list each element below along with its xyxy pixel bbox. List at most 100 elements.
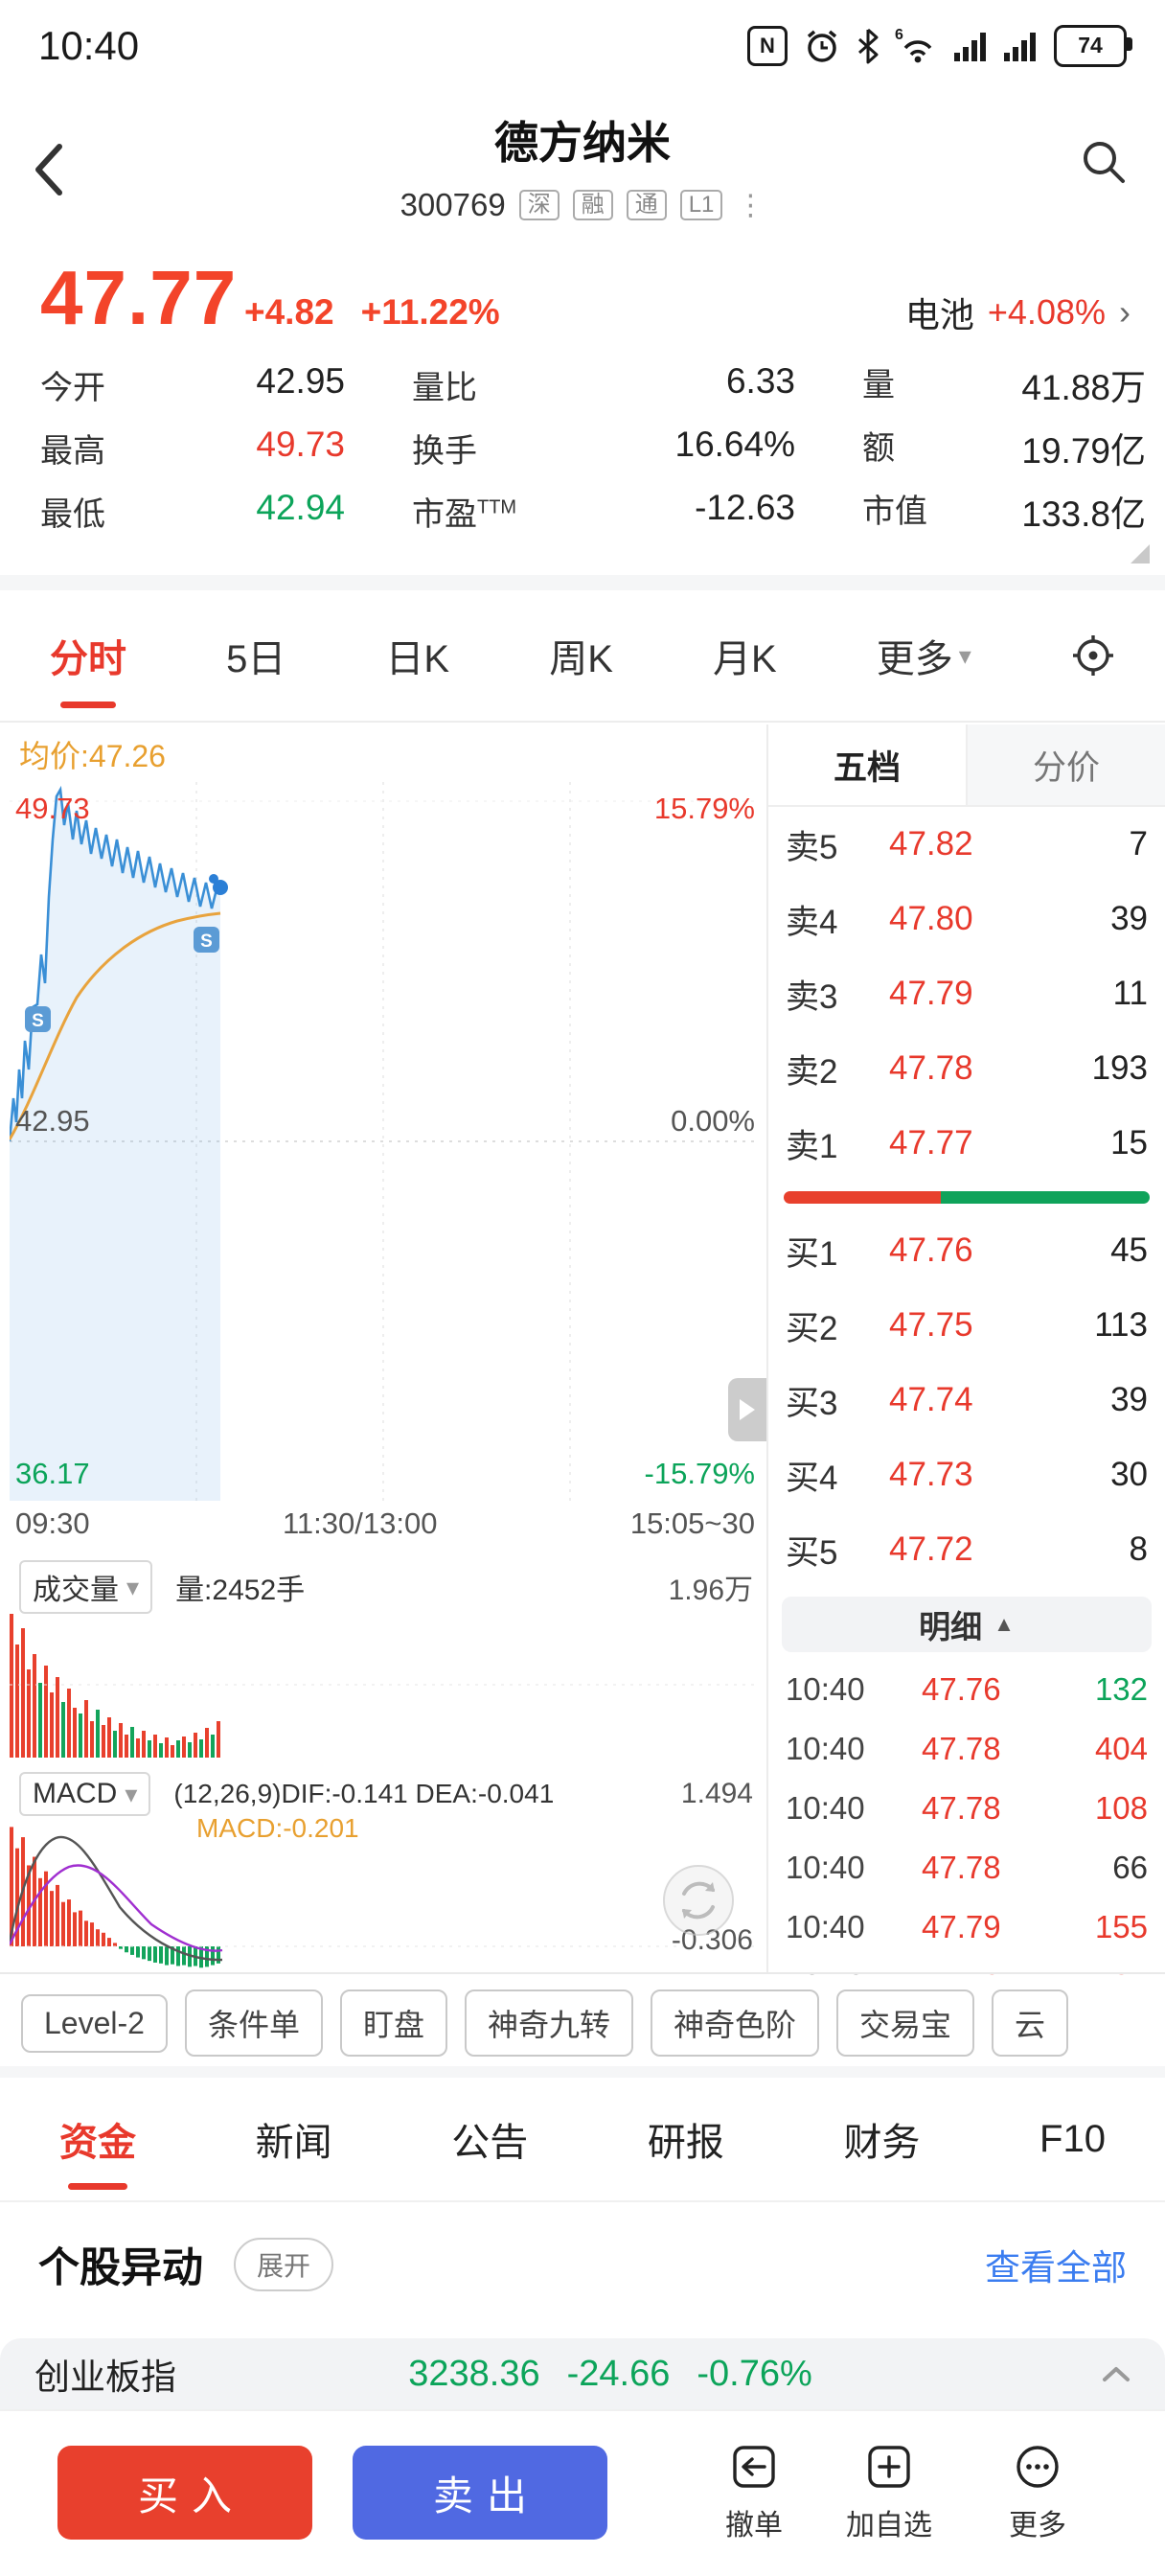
tab-f10[interactable]: F10 xyxy=(1039,2117,1106,2160)
sell-button[interactable]: 卖出 xyxy=(353,2446,607,2540)
stat-row: 最低 42.94 市盈TTM -12.63 市值 133.8亿 xyxy=(40,479,1146,542)
trade-treasure-button[interactable]: 交易宝 xyxy=(836,1990,975,2057)
tab-financials[interactable]: 财务 xyxy=(843,2122,921,2164)
cancel-order-button[interactable]: 撤单 xyxy=(692,2442,816,2543)
section-title: 个股异动 xyxy=(38,2245,203,2291)
ask-row-3: 卖3 47.79 11 xyxy=(786,975,1148,1016)
stat-label: 额 xyxy=(862,430,895,467)
chevron-up-icon[interactable] xyxy=(1102,2365,1131,2382)
tick-detail-header[interactable]: 明细 ▲ xyxy=(782,1597,1152,1652)
macd-indicator-selector[interactable]: MACD ▾ xyxy=(19,1772,151,1816)
macd-max-label: 1.494 xyxy=(680,1778,753,1809)
index-name: 创业板指 xyxy=(34,2358,176,2397)
chevron-down-icon: ▾ xyxy=(958,640,971,670)
index-summary-bar[interactable]: 创业板指 3238.36 -24.66 -0.76% xyxy=(0,2338,1165,2409)
tab-news[interactable]: 新闻 xyxy=(255,2122,332,2164)
chevron-down-icon: ▾ xyxy=(125,1779,138,1808)
rotate-screen-icon[interactable] xyxy=(661,1863,736,1938)
bluetooth-icon xyxy=(858,28,879,63)
svg-text:6: 6 xyxy=(895,28,903,43)
chevron-right-icon: › xyxy=(1119,292,1131,332)
macd-chart[interactable] xyxy=(10,1819,757,1975)
tab-timeshare[interactable]: 分时 xyxy=(50,628,126,683)
chart-mid-label: 42.95 xyxy=(15,1104,90,1138)
stock-name: 德方纳米 xyxy=(494,118,671,168)
stat-label: 最低 xyxy=(40,495,105,533)
svg-text:S: S xyxy=(200,932,213,952)
signal-icon-sim1 xyxy=(954,32,986,61)
watch-button[interactable]: 盯盘 xyxy=(339,1990,447,2057)
back-chevron-icon xyxy=(35,144,62,196)
tab-announcements[interactable]: 公告 xyxy=(451,2122,529,2164)
expand-button[interactable]: 展开 xyxy=(234,2238,334,2291)
badge-rong: 融 xyxy=(572,190,613,220)
tab-research[interactable]: 研报 xyxy=(647,2122,724,2164)
stat-value: 19.79亿 xyxy=(1021,431,1146,471)
magic-gradient-button[interactable]: 神奇色阶 xyxy=(651,1990,820,2057)
more-actions-button[interactable]: 更多 xyxy=(975,2442,1100,2543)
tick-row: 10:40 47.78 404 xyxy=(786,1731,1148,1766)
triangle-right-icon xyxy=(740,1399,755,1420)
collapse-icon: ▲ xyxy=(994,1612,1015,1636)
view-all-link[interactable]: 查看全部 xyxy=(985,2248,1127,2288)
volume-indicator-selector[interactable]: 成交量 ▾ xyxy=(19,1560,153,1614)
tick-row: 10:40 47.78 66 xyxy=(786,1850,1148,1885)
status-bar: 10:40 N 6 xyxy=(0,0,1165,91)
buy-button[interactable]: 买入 xyxy=(57,2446,312,2540)
cancel-order-icon xyxy=(733,2446,775,2488)
tab-price-dist[interactable]: 分价 xyxy=(966,724,1165,805)
volume-bars-chart[interactable] xyxy=(10,1612,757,1758)
panel-expand-button[interactable] xyxy=(728,1378,766,1441)
status-icons: N 6 74 xyxy=(747,24,1132,67)
level2-button[interactable]: Level-2 xyxy=(21,1993,168,2053)
bid-row-2: 买2 47.75 113 xyxy=(786,1306,1148,1347)
signal-icon-sim2 xyxy=(1004,32,1036,61)
magic-nine-button[interactable]: 神奇九转 xyxy=(464,1990,633,2057)
stock-code: 300769 xyxy=(400,187,506,222)
back-button[interactable] xyxy=(33,131,90,208)
timeshare-chart[interactable]: S S xyxy=(10,782,757,1501)
stat-value: 16.64% xyxy=(674,424,796,464)
ask-row-2: 卖2 47.78 193 xyxy=(786,1049,1148,1091)
chevron-down-icon: ▾ xyxy=(126,1572,140,1601)
clock: 10:40 xyxy=(38,22,140,68)
stock-movement-section: 个股异动 展开 查看全部 xyxy=(38,2223,1127,2306)
badge-l1: L1 xyxy=(679,190,723,220)
tab-more[interactable]: 更多 ▾ xyxy=(876,638,971,680)
tab-five-levels[interactable]: 五档 xyxy=(768,724,966,805)
tick-list[interactable]: 10:40 47.76 132 10:40 47.78 404 10:40 47.78 10… xyxy=(768,1660,1165,1975)
last-point-dot xyxy=(213,880,228,895)
battery-icon: 74 xyxy=(1054,24,1132,67)
sector-link[interactable]: 电池 +4.08% › xyxy=(905,288,1131,337)
tab-funds[interactable]: 资金 xyxy=(59,2111,136,2167)
tab-monthly-k[interactable]: 月K xyxy=(713,638,777,680)
cloud-button[interactable]: 云 xyxy=(992,1990,1069,2057)
timeshare-chart-pane[interactable]: 均价:47.26 S S 49.73 15.79% 42.95 0.00% xyxy=(0,724,766,1972)
chart-high-label: 49.73 xyxy=(15,792,90,825)
divider xyxy=(0,575,1165,590)
search-button[interactable] xyxy=(1079,137,1129,192)
chart-settings-icon[interactable] xyxy=(1071,633,1115,678)
divider xyxy=(0,2066,1165,2078)
expand-quote-handle[interactable] xyxy=(1131,544,1150,564)
price-area xyxy=(10,790,220,1501)
sell-signal-marker-1: S xyxy=(25,1006,51,1032)
add-watchlist-button[interactable]: 加自选 xyxy=(822,2442,956,2543)
stat-label: 市值 xyxy=(862,494,927,530)
price-line xyxy=(10,785,221,1142)
stat-value: 42.94 xyxy=(256,487,345,527)
tab-weekly-k[interactable]: 周K xyxy=(549,638,613,680)
more-vertical-icon[interactable]: ⋮ xyxy=(736,189,765,221)
volume-max-label: 1.96万 xyxy=(668,1575,753,1606)
time-close: 15:05~30 xyxy=(629,1506,755,1540)
tab-daily-k[interactable]: 日K xyxy=(385,638,450,680)
tab-5day[interactable]: 5日 xyxy=(226,638,286,680)
macd-pane: MACD ▾ (12,26,9)DIF:-0.141 DEA:-0.041 1.4… xyxy=(0,1769,766,1975)
chart-high-pct: 15.79% xyxy=(653,792,755,825)
conditional-order-button[interactable]: 条件单 xyxy=(184,1990,323,2057)
time-mid: 11:30/13:00 xyxy=(282,1506,438,1540)
index-values: 3238.36 -24.66 -0.76% xyxy=(408,2354,812,2395)
stat-row: 最高 49.73 换手 16.64% 额 19.79亿 xyxy=(40,416,1146,479)
chart-mid-pct: 0.00% xyxy=(671,1104,755,1138)
